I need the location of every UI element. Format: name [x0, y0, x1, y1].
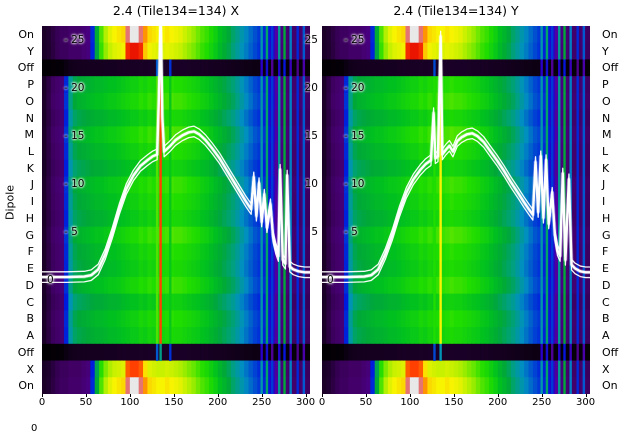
overlay-tick-label: - 25: [344, 34, 365, 47]
panel-title-y: 2.4 (Tile134=134) Y: [393, 3, 519, 18]
heatmap-panel-x: [42, 26, 310, 394]
dipole-tick-label-right: N: [602, 111, 611, 125]
dipole-tick-label-left: K: [26, 161, 34, 175]
dipole-tick-label-left: Off: [17, 345, 34, 359]
dipole-tick-label-right: F: [602, 245, 609, 259]
overlay-tick-label-right: 5: [311, 226, 318, 238]
x-tick-label: 200: [488, 397, 508, 408]
dipole-tick-label-right: Y: [602, 44, 609, 58]
x-tick-mark: [497, 394, 499, 397]
dipole-tick-label-left: A: [26, 329, 34, 343]
overlay-tick-label: - 20: [344, 82, 365, 95]
x-tick-mark: [322, 394, 323, 397]
x-tick-mark: [173, 394, 175, 397]
overlay-tick-label-right: 20: [304, 82, 318, 95]
x-tick-label: 150: [444, 397, 464, 408]
overlay-tick-label: - 15: [64, 130, 85, 143]
dipole-tick-label-right: B: [602, 312, 610, 326]
x-tick-mark: [305, 394, 307, 397]
dipole-tick-label-right: On: [602, 27, 618, 41]
x-tick-label: 150: [164, 397, 184, 408]
x-tick-label: 200: [208, 397, 228, 408]
x-tick-mark: [129, 394, 131, 397]
x-tick-label: 250: [532, 397, 552, 408]
overlay-tick-label: - 20: [64, 82, 85, 95]
dipole-tick-label-left: On: [18, 379, 34, 393]
dipole-tick-label-right: O: [602, 94, 611, 108]
dipole-axis-right: On Y Off P O N M L K J I H G F E D C B A Off X On: [602, 26, 636, 394]
dipole-tick-label-right: On: [602, 379, 618, 393]
dipole-tick-label-right: L: [602, 145, 609, 158]
x-tick-label: 0: [318, 397, 326, 408]
dipole-tick-label-right: H: [602, 211, 611, 225]
dipole-tick-label-left: L: [27, 145, 34, 158]
dipole-tick-label-right: E: [602, 262, 609, 276]
dipole-tick-label-right: M: [602, 128, 612, 142]
overlay-tick-label: - 15: [344, 130, 365, 143]
overlay-tick-label: - 5: [64, 226, 78, 238]
dipole-tick-label-left: G: [25, 228, 34, 242]
dipole-tick-label-left: N: [25, 111, 34, 125]
dipole-tick-label-left: C: [26, 295, 34, 309]
x-tick-mark: [453, 394, 455, 397]
x-tick-label: 300: [576, 397, 596, 408]
x-tick-mark: [42, 394, 43, 397]
x-tick-mark: [85, 394, 87, 397]
x-tick-label: 50: [359, 397, 373, 408]
dipole-tick-label-left: F: [27, 245, 34, 259]
dipole-tick-label-right: X: [602, 362, 610, 376]
overlay-zero-label: 0: [47, 273, 54, 286]
overlay-tick-label: - 10: [64, 178, 85, 191]
dipole-tick-label-left: J: [30, 178, 34, 192]
dipole-tick-label-right: Off: [602, 61, 619, 75]
overlay-tick-label: - 25: [64, 34, 85, 47]
overlay-tick-label-right: 15: [304, 130, 318, 143]
x-tick-label: 100: [120, 397, 140, 408]
dipole-tick-label-left: E: [27, 262, 34, 276]
dipole-tick-label-left: M: [24, 128, 35, 142]
dipole-tick-label-left: H: [25, 211, 34, 225]
x-tick-mark: [409, 394, 411, 397]
overlay-zero-label: 0: [327, 273, 334, 286]
dipole-tick-label-right: G: [602, 228, 611, 242]
x-tick-label: 300: [296, 397, 316, 408]
x-tick-mark: [541, 394, 543, 397]
overlay-tick-label: - 5: [344, 226, 358, 238]
x-tick-label: 100: [400, 397, 420, 408]
x-tick-mark: [585, 394, 587, 397]
dipole-tick-label-right: D: [602, 278, 611, 292]
dipole-tick-label-right: P: [602, 78, 609, 92]
dipole-axis-left: On Y Off P O N M L K J I H G F E D C B A Off X On: [10, 26, 34, 394]
overlay-tick-label-right: 10: [304, 178, 318, 191]
x-tick-label: 0: [38, 397, 46, 408]
dipole-tick-label-right: I: [602, 195, 606, 209]
dipole-tick-label-left: P: [27, 78, 34, 92]
x-tick-mark: [217, 394, 219, 397]
panel-title-x: 2.4 (Tile134=134) X: [112, 3, 240, 18]
x-tick-mark: [261, 394, 263, 397]
x-tick-label: 250: [252, 397, 272, 408]
overlay-tick-label-right: 25: [304, 34, 318, 47]
dipole-tick-label-right: C: [602, 295, 610, 309]
overlay-tick-label: - 10: [344, 178, 365, 191]
heatmap-panel-y: [322, 26, 590, 394]
x-tick-mark: [365, 394, 367, 397]
dipole-tick-label-left: Off: [17, 61, 34, 75]
dipole-tick-label-left: On: [18, 27, 34, 41]
dipole-tick-label-left: I: [30, 195, 34, 209]
dipole-tick-label-left: D: [25, 278, 34, 292]
dipole-tick-label-right: Off: [602, 345, 619, 359]
dipole-tick-label-left: Y: [27, 44, 34, 58]
dipole-tick-label-right: A: [602, 329, 610, 343]
dipole-tick-label-left: O: [25, 94, 34, 108]
dipole-tick-label-right: J: [602, 178, 606, 192]
dipole-tick-label-left: X: [26, 362, 34, 376]
corner-tick-label: 0: [31, 423, 38, 434]
dipole-tick-label-left: B: [26, 312, 34, 326]
x-tick-label: 50: [79, 397, 93, 408]
dipole-tick-label-right: K: [602, 161, 610, 175]
